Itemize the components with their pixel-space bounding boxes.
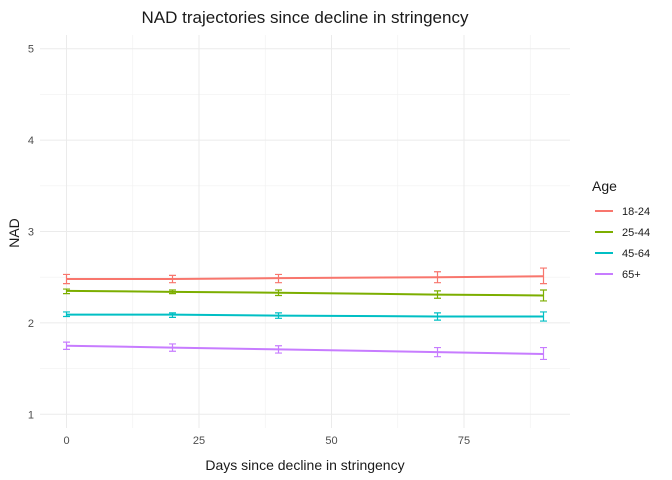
- x-tick-label: 75: [458, 435, 470, 447]
- series-18-24: [63, 267, 547, 285]
- error-bar: [540, 267, 547, 285]
- series-line: [66, 289, 544, 297]
- legend-label: 65+: [622, 269, 641, 281]
- plot-marks: [63, 267, 547, 361]
- legend: 18-24 25-44 45-64 65+: [595, 206, 650, 281]
- x-tick-label: 25: [193, 435, 205, 447]
- series-line: [66, 313, 544, 318]
- x-tick-label: 0: [63, 435, 69, 447]
- x-axis-title: Days since decline in stringency: [205, 457, 404, 473]
- tick-labels: 0 25 50 75 1 2 3 4 5: [28, 44, 470, 447]
- legend-item-18-24: 18-24: [595, 206, 650, 218]
- y-axis-title: NAD: [6, 218, 22, 248]
- error-bar: [63, 341, 70, 350]
- series-line: [66, 344, 544, 355]
- legend-item-25-44: 25-44: [595, 227, 650, 239]
- x-tick-label: 50: [325, 435, 337, 447]
- series-45-64: [63, 311, 547, 322]
- y-tick-label: 4: [28, 135, 34, 147]
- legend-label: 18-24: [622, 206, 650, 218]
- y-tick-label: 1: [28, 409, 34, 421]
- y-tick-label: 3: [28, 227, 34, 239]
- legend-label: 45-64: [622, 248, 650, 260]
- grid-lines: [40, 35, 570, 428]
- series-65-: [63, 341, 547, 361]
- series-25-44: [63, 288, 547, 302]
- legend-title: Age: [592, 178, 617, 194]
- legend-label: 25-44: [622, 227, 650, 239]
- series-line: [66, 275, 544, 281]
- y-tick-label: 2: [28, 318, 34, 330]
- y-tick-label: 5: [28, 44, 34, 56]
- legend-item-65-: 65+: [595, 269, 641, 281]
- chart-title: NAD trajectories since decline in string…: [142, 8, 469, 27]
- legend-item-45-64: 45-64: [595, 248, 650, 260]
